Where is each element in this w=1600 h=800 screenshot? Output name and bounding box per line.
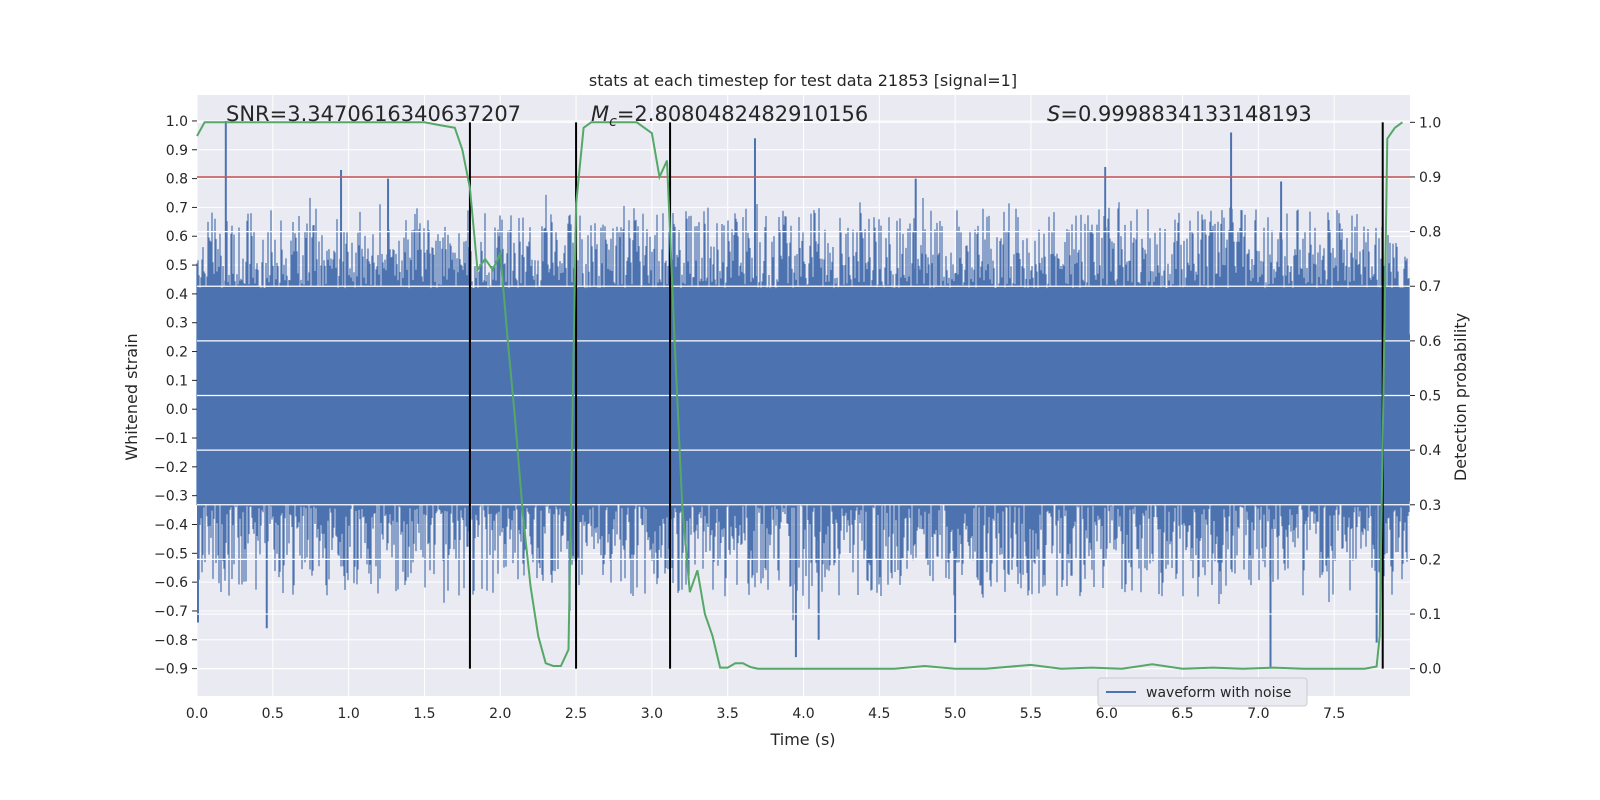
- spin-value: =0.9998834133148193: [1060, 102, 1311, 126]
- spin-symbol: S: [1047, 102, 1060, 126]
- left-y-tick-label: 1.0: [166, 114, 188, 130]
- left-y-tick-label: −0.4: [154, 517, 188, 533]
- x-tick-label: 3.0: [641, 706, 663, 722]
- x-tick-label: 7.0: [1247, 706, 1269, 722]
- right-y-tick-label: 0.3: [1419, 498, 1441, 514]
- chirp-mass-value: =2.8080482482910156: [617, 102, 868, 126]
- left-y-tick-label: 0.3: [166, 316, 188, 332]
- left-y-tick-label: 0.7: [166, 200, 188, 216]
- x-tick-label: 6.0: [1096, 706, 1118, 722]
- left-y-tick-label: 0.5: [166, 258, 188, 274]
- x-axis-ticks: 0.0 0.5 1.0 1.5 2.0 2.5 3.0 3.5 4.0 4.5 5.0 5.5 6.0 6…: [186, 706, 1345, 722]
- x-tick-label: 6.5: [1171, 706, 1193, 722]
- chirp-mass-symbol: M: [591, 102, 609, 126]
- x-tick-label: 3.5: [717, 706, 739, 722]
- left-y-tick-label: −0.2: [154, 460, 188, 476]
- spin-annotation: S=0.9998834133148193: [1047, 102, 1312, 126]
- x-tick-label: 2.5: [565, 706, 587, 722]
- x-tick-label: 5.0: [944, 706, 966, 722]
- x-tick-label: 4.5: [868, 706, 890, 722]
- left-y-axis-label: Whitened strain: [122, 333, 141, 460]
- left-y-tick-label: −0.5: [154, 546, 188, 562]
- right-y-tick-label: 0.5: [1419, 389, 1441, 405]
- left-y-tick-label: −0.8: [154, 633, 188, 649]
- right-y-axis-label: Detection probability: [1451, 313, 1470, 481]
- right-y-tick-label: 0.4: [1419, 443, 1441, 459]
- snr-annotation: SNR=3.3470616340637207: [226, 102, 521, 126]
- left-y-tick-label: 0.6: [166, 229, 188, 245]
- left-y-tick-label: −0.9: [154, 662, 188, 678]
- left-y-tick-label: 0.4: [166, 287, 188, 303]
- legend: waveform with noise: [1097, 677, 1308, 707]
- left-y-tick-label: 0.1: [166, 373, 188, 389]
- right-y-tick-label: 0.9: [1419, 170, 1441, 186]
- left-y-tick-label: −0.1: [154, 431, 188, 447]
- right-y-tick-label: 0.7: [1419, 279, 1441, 295]
- chirp-mass-annotation: Mc=2.8080482482910156: [591, 102, 868, 130]
- right-y-tick-label: 0.6: [1419, 334, 1441, 350]
- chart-title: stats at each timestep for test data 218…: [589, 71, 1017, 90]
- waveform-series: [196, 120, 1410, 669]
- right-y-tick-label: 0.1: [1419, 607, 1441, 623]
- x-tick-label: 2.0: [489, 706, 511, 722]
- legend-box: [1097, 677, 1308, 707]
- left-y-tick-label: −0.6: [154, 575, 188, 591]
- legend-label: waveform with noise: [1146, 685, 1291, 701]
- right-y-tick-label: 0.8: [1419, 225, 1441, 241]
- right-y-tick-label: 0.0: [1419, 662, 1441, 678]
- x-tick-label: 0.0: [186, 706, 208, 722]
- left-y-tick-label: −0.3: [154, 489, 188, 505]
- right-y-tick-label: 0.2: [1419, 552, 1441, 568]
- x-tick-label: 4.0: [792, 706, 814, 722]
- left-y-tick-label: −0.7: [154, 604, 188, 620]
- left-y-tick-label: 0.8: [166, 172, 188, 188]
- chirp-mass-subscript: c: [609, 114, 617, 130]
- right-y-tick-label: 1.0: [1419, 115, 1441, 131]
- x-tick-label: 1.5: [413, 706, 435, 722]
- left-y-tick-label: 0.2: [166, 345, 188, 361]
- x-tick-label: 7.5: [1323, 706, 1345, 722]
- waveform-core: [197, 334, 1410, 502]
- x-tick-label: 0.5: [262, 706, 284, 722]
- x-tick-label: 1.0: [337, 706, 359, 722]
- x-tick-label: 5.5: [1020, 706, 1042, 722]
- left-y-axis-ticks: 1.0 0.9 0.8 0.7 0.6 0.5 0.4 0.3 0.2 0.1 0.0 −0.1 −0.…: [154, 114, 197, 678]
- probability-series-line: [196, 121, 1403, 670]
- left-y-tick-label: 0.9: [166, 143, 188, 159]
- right-y-axis-ticks: 1.0 0.9 0.8 0.7 0.6 0.5 0.4 0.3 0.2 0.1 0.0: [1410, 115, 1441, 678]
- x-axis-label: Time (s): [769, 730, 835, 749]
- left-y-tick-label: 0.0: [166, 402, 188, 418]
